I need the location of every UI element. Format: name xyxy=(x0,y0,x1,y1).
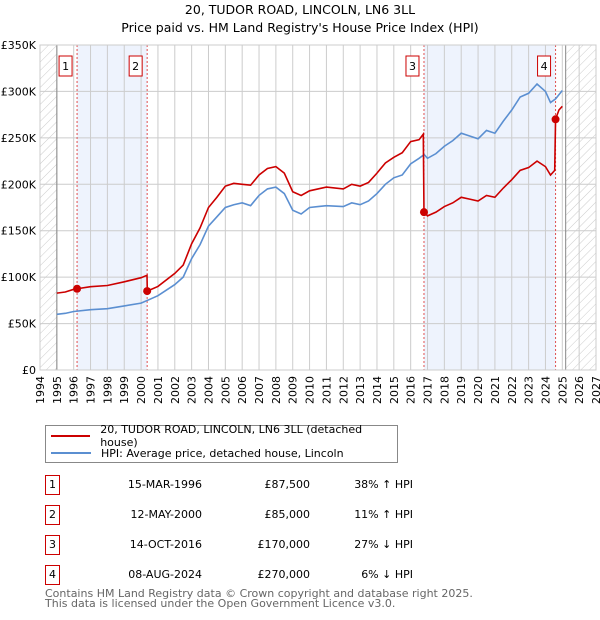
sale-label-box xyxy=(58,55,73,77)
transaction-price: £85,000 xyxy=(264,508,311,521)
x-tick-label: 2025 xyxy=(556,376,569,404)
transaction-row: 1 15-MAR-1996 £87,500 38% ↑ HPI xyxy=(45,475,413,495)
x-tick-label: 2003 xyxy=(186,376,199,404)
shaded-range xyxy=(423,45,556,370)
sale-label: 1 xyxy=(62,60,69,73)
legend-label: HPI: Average price, detached house, Linc… xyxy=(101,446,344,460)
sale-label: 3 xyxy=(409,60,416,73)
x-tick-label: 2005 xyxy=(219,376,232,404)
x-tick-label: 2000 xyxy=(135,376,148,404)
transaction-hpi-diff: 11% ↑ HPI xyxy=(354,508,413,521)
sale-label-box xyxy=(405,55,420,77)
x-tick-label: 2006 xyxy=(236,376,249,404)
x-tick-label: 2013 xyxy=(354,376,367,404)
x-tick-label: 2027 xyxy=(590,376,600,404)
hatched-range xyxy=(565,45,596,370)
x-tick-label: 2002 xyxy=(169,376,182,404)
transaction-date: 12-MAY-2000 xyxy=(130,508,202,521)
chart-title: 20, TUDOR ROAD, LINCOLN, LN6 3LL xyxy=(184,2,416,17)
footer-line: This data is licensed under the Open Gov… xyxy=(45,597,396,610)
y-tick-label: £100K xyxy=(1,271,37,284)
legend-item-property: 20, TUDOR ROAD, LINCOLN, LN6 3LL (detach… xyxy=(51,423,397,449)
legend-label: 20, TUDOR ROAD, LINCOLN, LN6 3LL (detach… xyxy=(100,423,363,449)
transaction-date: 15-MAR-1996 xyxy=(127,478,202,491)
hatched-range xyxy=(40,45,57,370)
y-tick-label: £350K xyxy=(1,39,37,52)
sale-label: 2 xyxy=(132,60,139,73)
x-tick-label: 2001 xyxy=(152,376,165,404)
footer-line: Contains HM Land Registry data © Crown c… xyxy=(45,587,473,600)
plot-border xyxy=(39,44,597,371)
footer: Contains HM Land Registry data © Crown c… xyxy=(45,587,473,610)
chart-subtitle: Price paid vs. HM Land Registry's House … xyxy=(121,20,479,35)
transaction-hpi-diff: 6% ↓ HPI xyxy=(361,568,413,581)
legend-swatch-red xyxy=(51,435,91,437)
x-tick-label: 2015 xyxy=(388,376,401,404)
legend: 20, TUDOR ROAD, LINCOLN, LN6 3LL (detach… xyxy=(45,423,398,463)
price-chart: 1994 1995 1996 1997 1998 1999 2000 2001 2002 2003… xyxy=(1,39,600,404)
transaction-number-badge: 3 xyxy=(45,535,60,555)
x-tick-label: 2014 xyxy=(371,376,384,404)
transaction-row: 2 12-MAY-2000 £85,000 11% ↑ HPI xyxy=(45,505,413,525)
transaction-hpi-diff: 38% ↑ HPI xyxy=(354,478,413,491)
x-tick-label: 2017 xyxy=(422,376,435,404)
x-tick-label: 2026 xyxy=(573,376,586,404)
transaction-row: 4 08-AUG-2024 £270,000 6% ↓ HPI xyxy=(45,565,413,585)
x-tick-label: 1997 xyxy=(85,376,98,404)
x-tick-label: 2011 xyxy=(320,376,333,404)
sale-point xyxy=(73,284,82,293)
transaction-date: 14-OCT-2016 xyxy=(129,538,202,551)
x-tick-label: 2020 xyxy=(472,376,485,404)
y-tick-label: £200K xyxy=(1,178,37,191)
x-tick-label: 1994 xyxy=(34,376,47,404)
x-tick-label: 2019 xyxy=(455,376,468,404)
transaction-price: £170,000 xyxy=(257,538,311,551)
x-tick-label: 2021 xyxy=(489,376,502,404)
x-tick-label: 2004 xyxy=(202,376,215,404)
x-tick-label: 2022 xyxy=(506,376,519,404)
x-tick-label: 2023 xyxy=(523,376,536,404)
shaded-range xyxy=(77,45,148,370)
sale-label-box xyxy=(128,55,143,77)
transaction-row: 3 14-OCT-2016 £170,000 27% ↓ HPI xyxy=(45,535,413,555)
y-tick-label: £300K xyxy=(1,85,37,98)
y-tick-label: £250K xyxy=(1,132,37,145)
x-tick-label: 2009 xyxy=(287,376,300,404)
transaction-number-badge: 1 xyxy=(45,475,60,495)
x-tick-label: 2008 xyxy=(270,376,283,404)
y-tick-label: £0 xyxy=(22,364,36,377)
transaction-price: £87,500 xyxy=(264,478,311,491)
x-tick-label: 2016 xyxy=(405,376,418,404)
transaction-hpi-diff: 27% ↓ HPI xyxy=(354,538,413,551)
x-tick-label: 2010 xyxy=(304,376,317,404)
x-tick-label: 1999 xyxy=(118,376,131,404)
legend-swatch-blue xyxy=(51,452,91,454)
x-tick-label: 2018 xyxy=(438,376,451,404)
sale-label: 4 xyxy=(541,60,548,73)
price-paid-line xyxy=(56,105,563,294)
x-tick-label: 2007 xyxy=(253,376,266,404)
sale-label-box xyxy=(537,55,552,77)
sale-point xyxy=(419,208,428,217)
x-tick-label: 1996 xyxy=(68,376,81,404)
x-tick-label: 2012 xyxy=(337,376,350,404)
sale-point xyxy=(143,287,152,296)
hpi-line xyxy=(56,82,563,316)
x-tick-label: 1995 xyxy=(51,376,64,404)
legend-item-hpi: HPI: Average price, detached house, Linc… xyxy=(51,445,344,461)
transaction-price: £270,000 xyxy=(257,568,311,581)
x-tick-label: 2024 xyxy=(539,376,552,404)
y-tick-label: £50K xyxy=(8,318,37,331)
transaction-number-badge: 4 xyxy=(45,565,60,585)
transaction-number-badge: 2 xyxy=(45,505,60,525)
sale-point xyxy=(551,115,560,124)
transaction-date: 08-AUG-2024 xyxy=(128,568,202,581)
y-tick-label: £150K xyxy=(1,225,37,238)
x-tick-label: 1998 xyxy=(101,376,114,404)
